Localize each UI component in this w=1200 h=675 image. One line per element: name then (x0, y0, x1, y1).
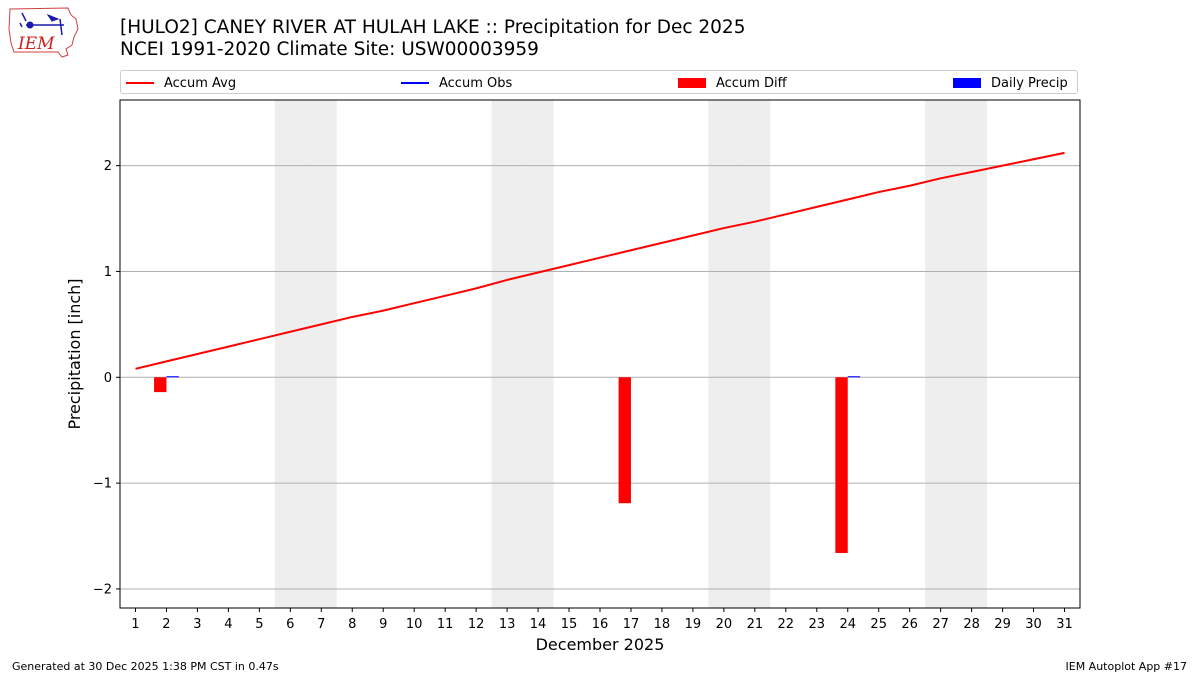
x-tick-label: 30 (1025, 617, 1042, 632)
x-tick-label: 9 (379, 617, 387, 632)
legend-item-accum-diff: Accum Diff (678, 74, 787, 92)
x-tick-label: 18 (654, 617, 671, 632)
x-tick-label: 12 (468, 617, 485, 632)
x-tick-label: 10 (406, 617, 423, 632)
x-tick-label: 14 (530, 617, 547, 632)
x-tick-label: 31 (1056, 617, 1073, 632)
x-tick-label: 19 (685, 617, 702, 632)
x-tick-label: 11 (437, 617, 454, 632)
y-tick-label: 2 (104, 159, 112, 174)
chart-legend: Accum Avg Accum Obs Accum Diff Daily Pre… (120, 70, 1078, 94)
logo-text: IEM (17, 34, 55, 54)
weekend-shade-6 (274, 100, 306, 608)
x-tick-label: 20 (716, 617, 733, 632)
legend-item-accum-avg: Accum Avg (126, 74, 236, 92)
x-axis-label: December 2025 (536, 635, 665, 654)
x-tick-label: 6 (286, 617, 294, 632)
accum-avg-line (135, 151, 1065, 370)
x-tick-label: 28 (963, 617, 980, 632)
x-tick-label: 17 (623, 617, 640, 632)
footer-app-text: IEM Autoplot App #17 (1065, 660, 1188, 673)
weekend-shade-27 (925, 100, 957, 608)
accum-diff-bar-2 (154, 377, 167, 393)
y-tick-label: 1 (104, 265, 112, 280)
x-tick-label: 4 (224, 617, 232, 632)
x-tick-label: 22 (778, 617, 795, 632)
daily-precip-bar-24 (847, 376, 861, 378)
x-tick-label: 2 (162, 617, 170, 632)
x-tick-label: 1 (131, 617, 139, 632)
weekend-shade-28 (956, 100, 988, 608)
x-tick-label: 13 (499, 617, 516, 632)
weekend-shade-20 (708, 100, 740, 608)
x-tick-label: 26 (901, 617, 918, 632)
legend-swatch-accum-diff (678, 78, 706, 88)
weekend-shade-21 (739, 100, 771, 608)
footer-generated-text: Generated at 30 Dec 2025 1:38 PM CST in … (12, 660, 279, 673)
x-tick-label: 24 (839, 617, 856, 632)
accum-diff-bar-17 (618, 377, 631, 504)
x-tick-label: 16 (592, 617, 609, 632)
iem-logo: IEM (8, 7, 79, 58)
y-tick-label: −1 (93, 477, 112, 492)
chart-title: [HULO2] CANEY RIVER AT HULAH LAKE :: Pre… (120, 17, 746, 38)
weekend-shade-14 (522, 100, 554, 608)
legend-label-accum-obs: Accum Obs (439, 75, 513, 91)
chart-subtitle: NCEI 1991-2020 Climate Site: USW00003959 (120, 39, 539, 60)
weekend-shade-7 (305, 100, 337, 608)
x-tick-label: 21 (747, 617, 764, 632)
y-tick-label: 0 (104, 371, 112, 386)
x-tick-label: 15 (561, 617, 578, 632)
x-tick-label: 23 (809, 617, 826, 632)
legend-swatch-daily-precip (953, 78, 981, 88)
legend-label-accum-diff: Accum Diff (716, 75, 787, 91)
weekend-shade-13 (491, 100, 523, 608)
accum-diff-bar-24 (835, 377, 848, 553)
x-tick-label: 3 (193, 617, 201, 632)
legend-swatch-accum-obs (401, 82, 429, 84)
legend-swatch-accum-avg (126, 82, 154, 84)
y-axis-label: Precipitation [inch] (65, 278, 84, 429)
legend-label-daily-precip: Daily Precip (991, 75, 1068, 91)
x-tick-label: 27 (932, 617, 949, 632)
daily-precip-bar-2 (166, 376, 179, 378)
y-tick-label: −2 (93, 582, 112, 597)
x-tick-label: 29 (994, 617, 1011, 632)
x-tick-label: 5 (255, 617, 263, 632)
x-tick-label: 25 (870, 617, 887, 632)
legend-item-daily-precip: Daily Precip (953, 74, 1068, 92)
legend-item-accum-obs: Accum Obs (401, 74, 512, 92)
x-tick-label: 7 (317, 617, 325, 632)
legend-label-accum-avg: Accum Avg (164, 75, 237, 91)
x-tick-label: 8 (348, 617, 356, 632)
weather-station-icon (19, 12, 64, 36)
